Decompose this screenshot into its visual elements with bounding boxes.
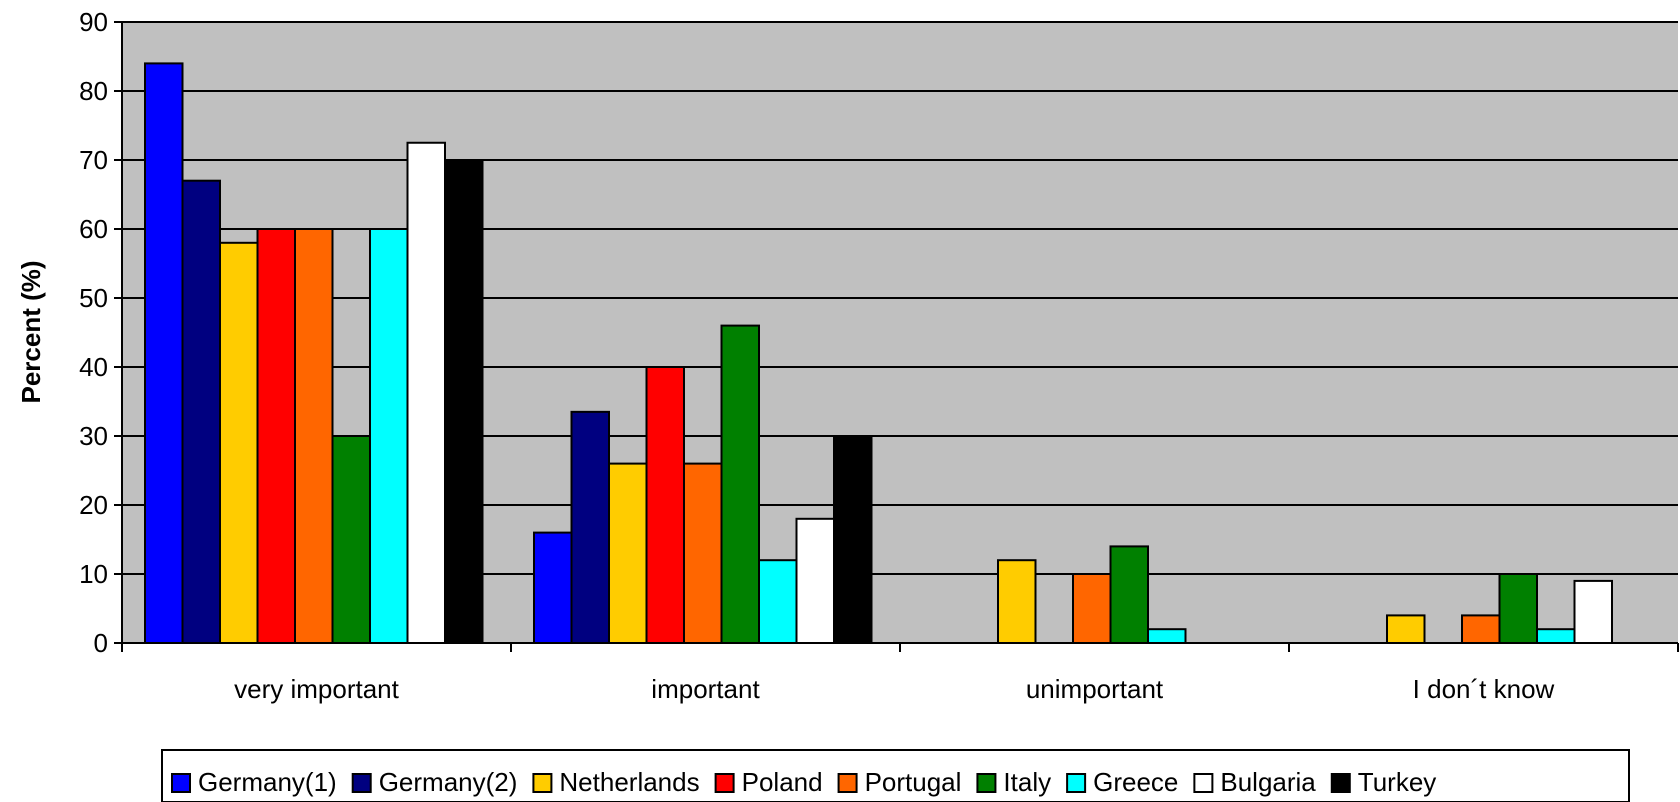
x-category-label: I don´t know: [1413, 674, 1555, 704]
axes: [114, 21, 1679, 652]
legend-entry: Germany(2): [379, 767, 518, 797]
bar: [533, 531, 573, 644]
y-tick-label: 80: [79, 76, 108, 106]
bar: [406, 141, 446, 644]
bar: [256, 228, 296, 644]
bar: [1072, 573, 1112, 644]
bar: [181, 179, 221, 644]
bar: [1147, 628, 1187, 645]
bar: [444, 159, 484, 644]
y-tick-label: 90: [79, 7, 108, 37]
y-tick-label: 50: [79, 283, 108, 313]
legend-entry: Bulgaria: [1220, 767, 1316, 797]
legend-entry: Turkey: [1358, 767, 1437, 797]
legend-entry: Portugal: [865, 767, 962, 797]
legend-entry: Poland: [742, 767, 823, 797]
bars: [144, 62, 1613, 645]
legend-swatch: [837, 773, 858, 793]
legend-swatch: [1330, 773, 1351, 793]
x-category-label: very important: [234, 674, 399, 704]
y-tick-label: 0: [94, 628, 108, 658]
y-tick-label: 60: [79, 214, 108, 244]
y-axis-label: Percent (%): [16, 260, 46, 403]
bar: [645, 366, 685, 644]
bar: [997, 559, 1037, 645]
x-category-label: unimportant: [1026, 674, 1164, 704]
bar: [570, 410, 610, 644]
legend-swatch: [714, 773, 735, 793]
y-tick-labels: 0 10 20 30 40 50 60 70 80 90: [79, 7, 108, 658]
bar: [1573, 579, 1613, 645]
bar: [144, 62, 184, 644]
bar: [294, 228, 334, 644]
x-category-label: important: [651, 674, 760, 704]
bar: [369, 228, 409, 644]
legend-box: [161, 749, 1630, 802]
bar: [219, 241, 259, 645]
bar: [683, 462, 723, 644]
bar: [1536, 628, 1576, 645]
y-tick-label: 10: [79, 559, 108, 589]
bar: [1498, 573, 1538, 644]
bar: [758, 559, 798, 645]
y-tick-label: 70: [79, 145, 108, 175]
legend-swatch: [171, 773, 191, 793]
y-tick-label: 20: [79, 490, 108, 520]
bar: [795, 517, 835, 644]
legend-swatch: [1066, 773, 1087, 793]
y-tick-label: 30: [79, 421, 108, 451]
bar: [608, 462, 648, 644]
legend-entry: Netherlands: [559, 767, 699, 797]
legend: Germany(1) Germany(2) Netherlands Poland Por…: [161, 749, 1630, 802]
y-tick-label: 40: [79, 352, 108, 382]
bar: [720, 324, 760, 644]
bar: [833, 435, 873, 644]
legend-swatch: [532, 773, 553, 793]
bar: [331, 435, 371, 644]
legend-swatch: [1193, 773, 1214, 793]
x-category-labels: very important important unimportant I don´…: [234, 674, 1554, 704]
legend-swatch: [976, 773, 997, 793]
bar: [1109, 545, 1149, 645]
legend-entry: Italy: [1003, 767, 1051, 797]
legend-swatch: [351, 773, 372, 793]
legend-entry: Greece: [1093, 767, 1178, 797]
bar: [1461, 614, 1501, 645]
bar: [1386, 614, 1426, 645]
legend-entry: Germany(1): [198, 767, 337, 797]
